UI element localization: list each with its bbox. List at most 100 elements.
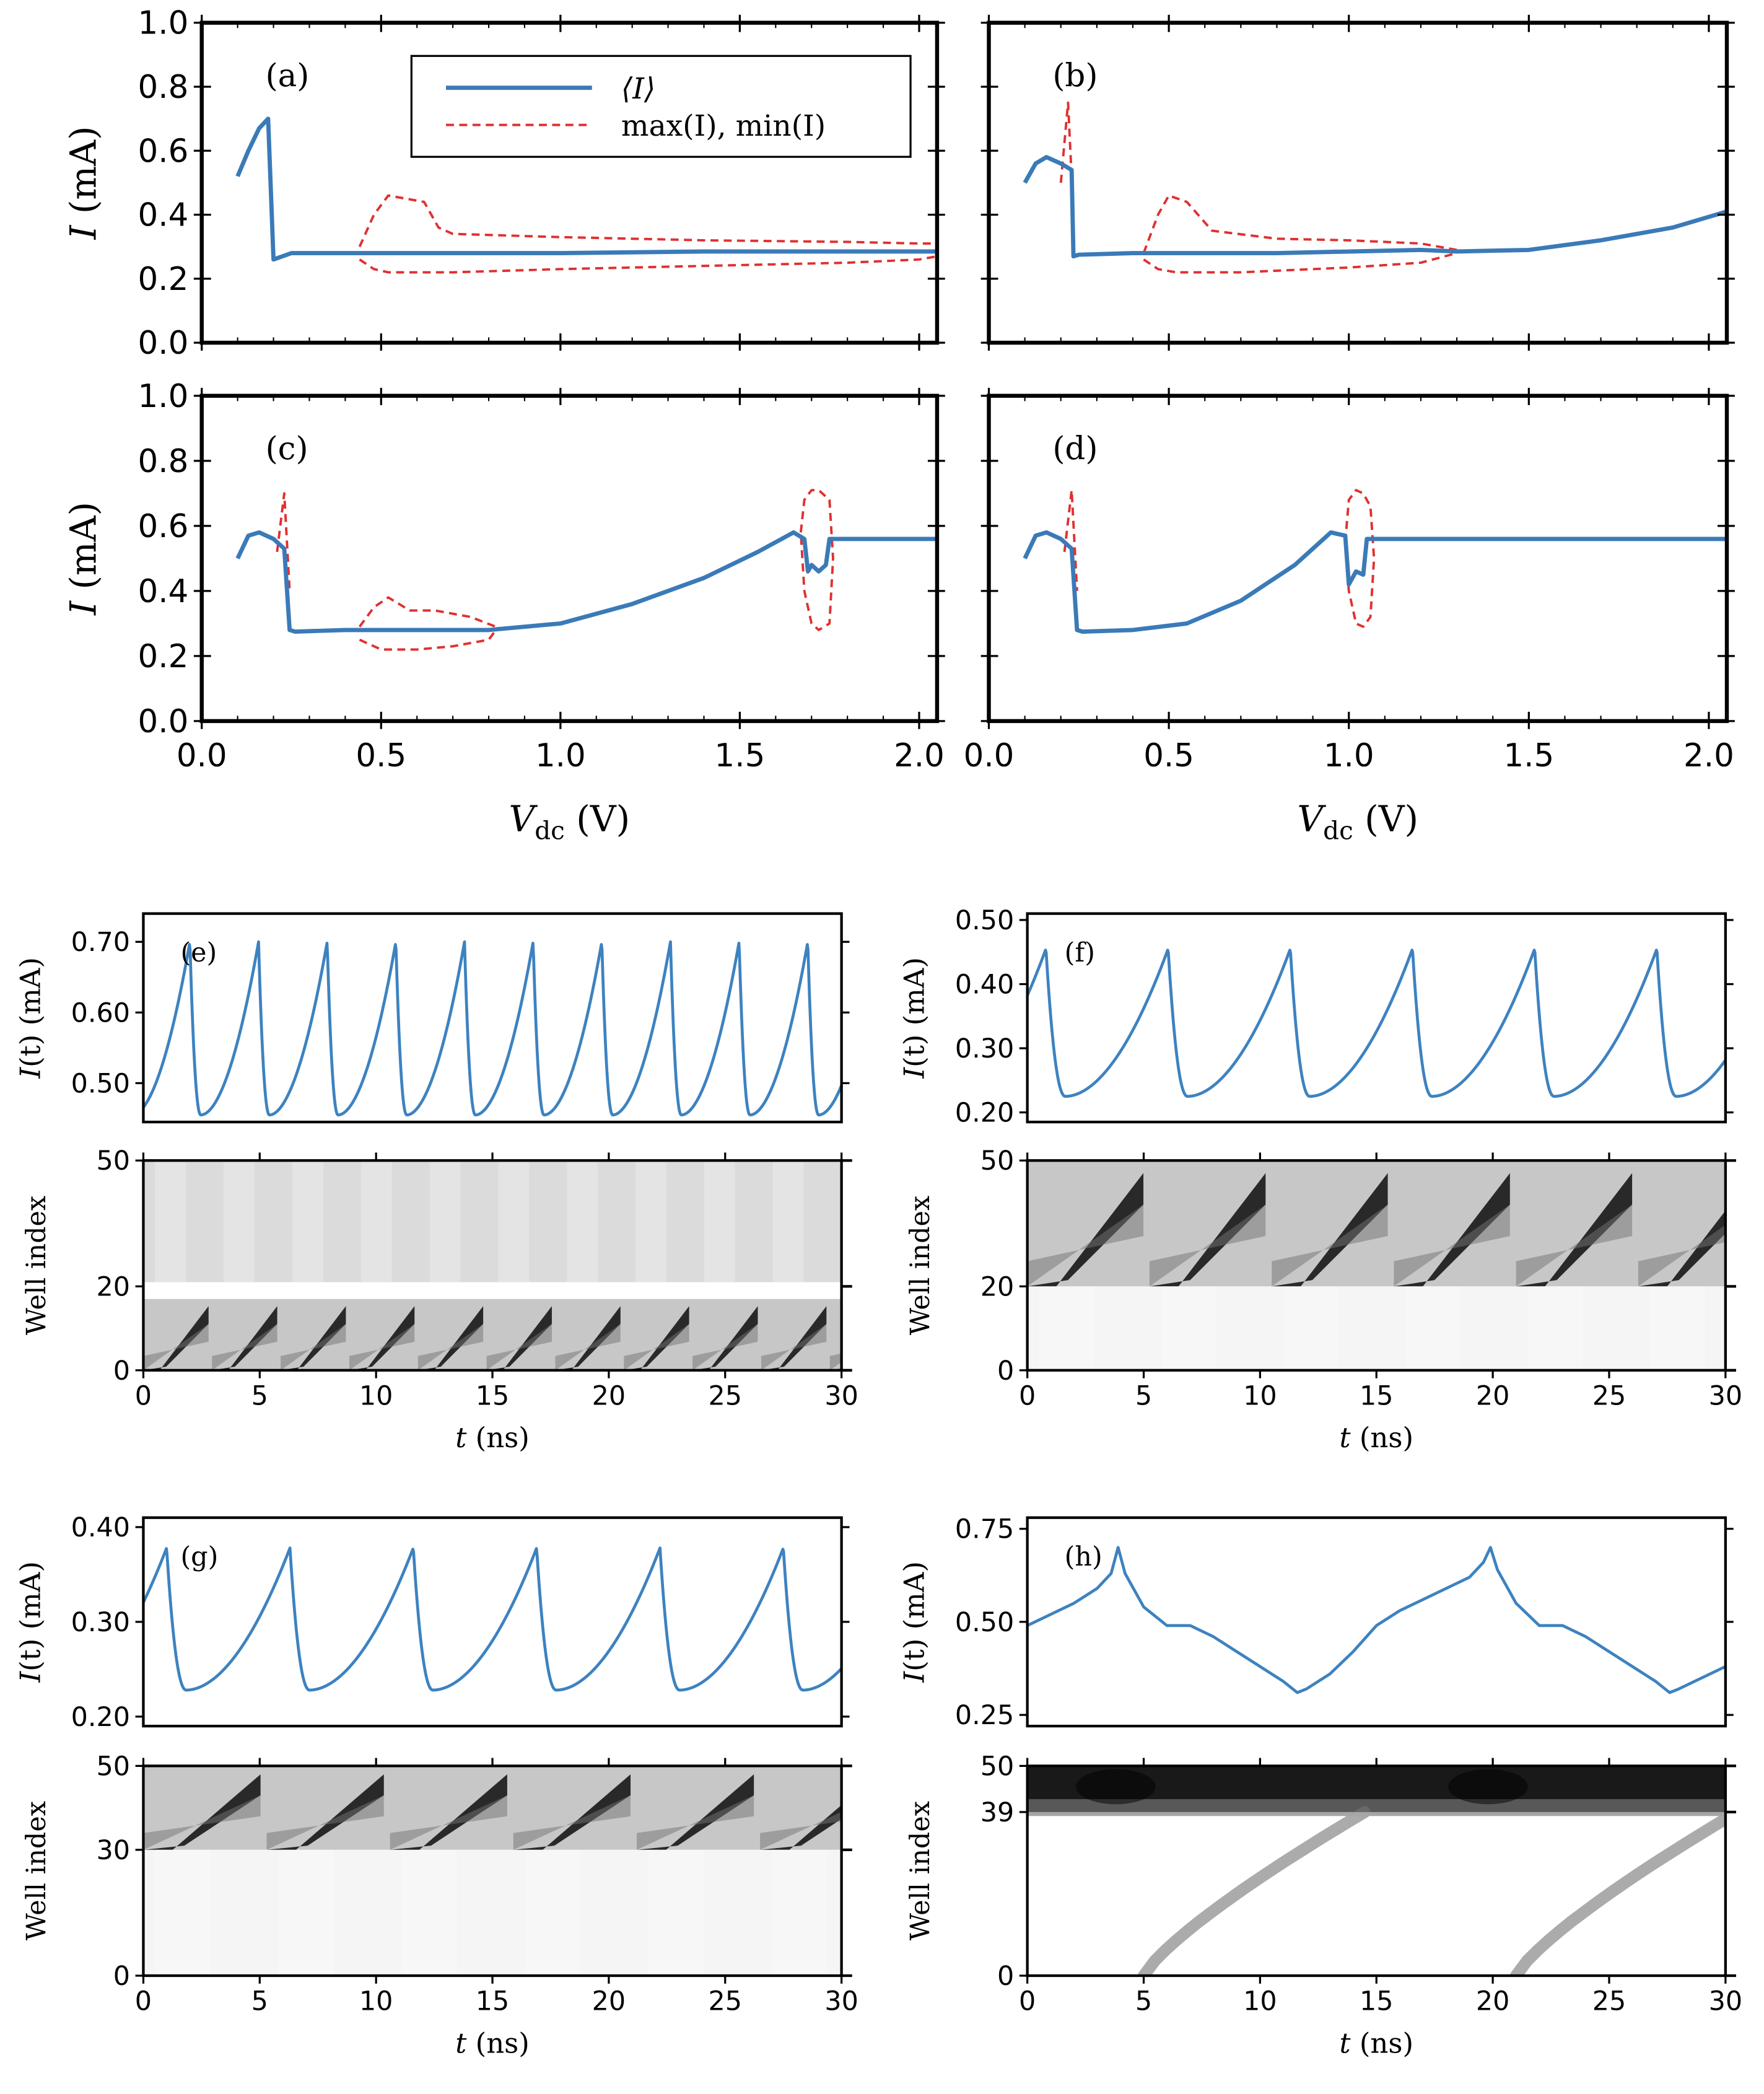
band-faint-shade xyxy=(1283,1286,1338,1370)
plot-area xyxy=(1023,101,1727,274)
plot-frame xyxy=(987,393,1729,724)
stripe-mid xyxy=(513,1795,631,1850)
plot-frame xyxy=(199,20,940,345)
x-tick-label: 30 xyxy=(1709,1381,1743,1412)
x-axis-label: t (ns) xyxy=(455,2026,530,2059)
y-axis-label: Well index xyxy=(905,1196,936,1335)
y-tick-label: 0 xyxy=(113,1961,130,1992)
label-unit: (t) (mA) xyxy=(898,957,931,1067)
stripe-mid xyxy=(75,1324,140,1370)
plot-frame xyxy=(1026,1516,1727,1728)
panel-g-map: 0 30 50 0 5 10 15 20 25 30 Well index t (ns) xyxy=(21,1751,858,2059)
stripe-mid xyxy=(143,1795,261,1850)
legend-label-minmax: max(I), min(I) xyxy=(621,109,826,143)
x-tick-label: 10 xyxy=(359,1986,393,2017)
panel-e-map: 0 20 50 0 5 10 15 20 25 30 Well index t (ns) xyxy=(21,1146,858,1454)
label-unit: (ns) xyxy=(466,1421,530,1454)
y-tick-label: 0.0 xyxy=(138,325,189,362)
y-tick-label: 20 xyxy=(980,1271,1015,1302)
x-tick-label: 5 xyxy=(1135,1986,1152,2017)
label-unit: (ns) xyxy=(1351,2026,1414,2059)
y-axis-label: Well index xyxy=(21,1801,52,1940)
band-faint-shade xyxy=(772,1160,804,1282)
band-faint-shade xyxy=(704,1160,735,1282)
x-tick-label: 0.5 xyxy=(1143,737,1194,774)
x-tick-label: 25 xyxy=(709,1986,743,2017)
label-symbol: I xyxy=(14,1671,46,1683)
panel-e: 0.50 0.60 0.70 (e) I(t) (mA) xyxy=(14,912,850,1124)
x-tick-label: 5 xyxy=(1135,1381,1152,1412)
panel-label: (h) xyxy=(1065,1541,1102,1572)
stripe-mid xyxy=(624,1323,689,1370)
y-tick-label: 0.4 xyxy=(138,573,189,610)
y-tick-label: 50 xyxy=(980,1751,1015,1782)
series-min xyxy=(359,629,497,651)
x-tick-label: 0.0 xyxy=(177,737,227,774)
band-faint-shade xyxy=(155,1160,186,1282)
x-tick-label: 25 xyxy=(709,1381,743,1412)
stripe-dark xyxy=(1760,1173,1764,1287)
panel-label: (f) xyxy=(1065,937,1095,968)
series-max xyxy=(358,596,497,628)
y-axis-label: I(t) (mA) xyxy=(898,957,931,1079)
y-tick-label: 30 xyxy=(96,1835,130,1866)
plot-frame xyxy=(142,1516,843,1728)
band-faint-shade xyxy=(360,1160,392,1282)
x-tick-label: 30 xyxy=(824,1381,858,1412)
current-trace xyxy=(1027,948,1726,1098)
stripe-mid xyxy=(761,1323,827,1370)
band-faint-shade xyxy=(635,1160,666,1282)
x-axis-label: Vdc (V) xyxy=(509,798,630,846)
stripe-mid xyxy=(636,1795,754,1850)
plot-area xyxy=(235,116,937,274)
band-faint-shade xyxy=(567,1160,598,1282)
x-tick-label: 20 xyxy=(592,1381,626,1412)
y-tick-label: 0 xyxy=(997,1356,1014,1387)
band-edge xyxy=(1027,1799,1726,1812)
x-tick-label: 5 xyxy=(251,1986,268,2017)
series-max-left xyxy=(1059,101,1075,215)
x-tick-label: 15 xyxy=(1360,1381,1394,1412)
y-tick-label: 50 xyxy=(980,1146,1015,1176)
x-tick-label: 10 xyxy=(1243,1986,1277,2017)
x-tick-label: 25 xyxy=(1592,1986,1626,2017)
y-tick-label: 1.0 xyxy=(138,378,189,415)
y-tick-label: 0.4 xyxy=(138,197,189,234)
band-faint-shade xyxy=(429,1160,461,1282)
panel-label: (g) xyxy=(180,1541,218,1572)
y-axis-label: I (mA) xyxy=(62,502,104,616)
y-tick-label: 0.75 xyxy=(955,1514,1014,1545)
band-hotspot xyxy=(1076,1769,1156,1805)
label-unit: (t) (mA) xyxy=(14,1561,46,1671)
x-tick-label: 20 xyxy=(1476,1986,1510,2017)
front-trace xyxy=(1137,1806,1371,1976)
panel-label: (e) xyxy=(180,937,217,968)
panel-h: 0.25 0.50 0.75 (h) I(t) (mA) xyxy=(898,1514,1734,1731)
x-tick-label: 0 xyxy=(135,1381,152,1412)
series-min xyxy=(359,255,937,274)
label-unit: (V) xyxy=(1353,798,1418,840)
y-tick-label: 0.0 xyxy=(138,703,189,740)
x-tick-label: 1.0 xyxy=(1324,737,1374,774)
label-symbol: I xyxy=(62,224,104,240)
x-axis-label: t (ns) xyxy=(1339,1421,1413,1454)
panel-label: (b) xyxy=(1052,58,1098,95)
band-faint-shade xyxy=(1649,1286,1705,1370)
stripe-dark xyxy=(760,1805,842,1850)
band-faint-shade xyxy=(841,1160,842,1282)
label-unit: (mA) xyxy=(62,126,104,225)
plot-frame xyxy=(1026,912,1727,1124)
y-tick-label: 1.0 xyxy=(138,5,189,42)
band-faint-shade xyxy=(771,1849,827,1976)
x-tick-label: 15 xyxy=(1360,1986,1394,2017)
x-tick-label: 0 xyxy=(1019,1986,1036,2017)
current-trace xyxy=(1027,1546,1726,1694)
label-unit: (ns) xyxy=(466,2026,530,2059)
panel-h-map: 0 39 50 0 5 10 15 20 25 30 Well index t (ns) xyxy=(905,1751,1742,2059)
plot-frame xyxy=(142,912,843,1124)
y-axis-label: I(t) (mA) xyxy=(14,1561,46,1683)
label-symbol: t xyxy=(1339,2026,1351,2059)
y-axis-label: Well index xyxy=(905,1801,936,1940)
plot-area xyxy=(1027,1546,1726,1694)
